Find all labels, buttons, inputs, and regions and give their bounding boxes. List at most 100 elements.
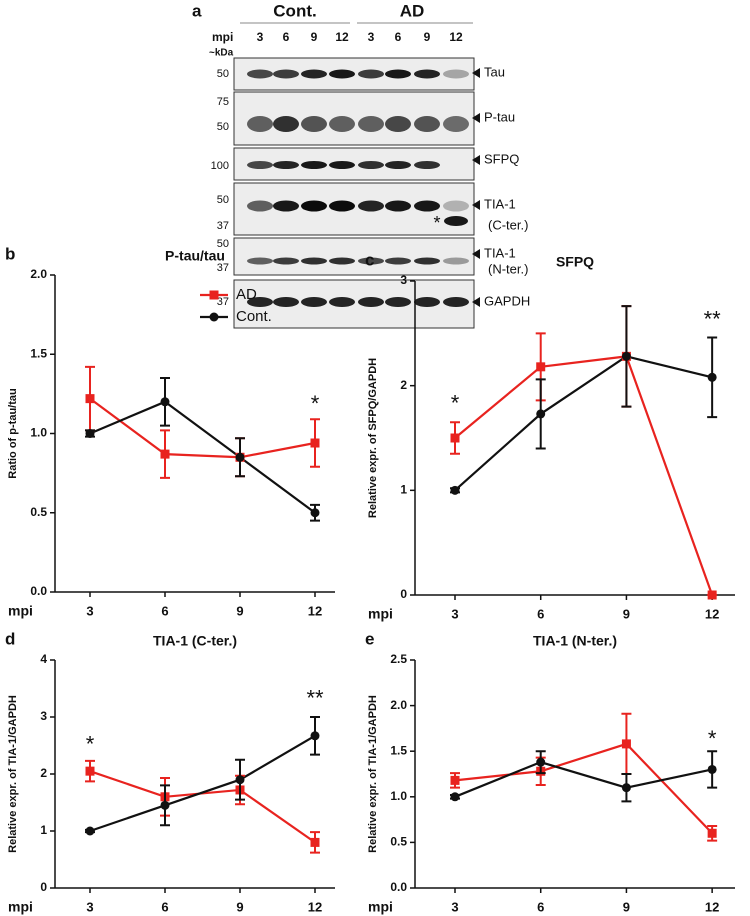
legend-label: Cont. bbox=[236, 308, 272, 325]
kda-marker: 37 bbox=[217, 262, 229, 274]
mpi-label: mpi bbox=[212, 30, 233, 44]
chart-title: P-tau/tau bbox=[165, 248, 225, 264]
significance-mark: * bbox=[311, 391, 320, 416]
group-label: Cont. bbox=[273, 1, 316, 20]
blot-band bbox=[273, 200, 299, 212]
blot-band bbox=[444, 216, 468, 226]
blot-band bbox=[385, 161, 411, 169]
blot-band bbox=[443, 200, 469, 212]
y-tick-label: 0 bbox=[40, 880, 47, 894]
lane-label: 6 bbox=[395, 30, 402, 44]
x-tick-label: 9 bbox=[236, 603, 243, 618]
data-point bbox=[160, 800, 170, 810]
blot-band bbox=[385, 200, 411, 212]
blot-band bbox=[358, 69, 384, 79]
blot-band bbox=[358, 200, 384, 212]
data-point bbox=[160, 397, 170, 407]
blot-band bbox=[273, 297, 299, 307]
data-point bbox=[85, 429, 95, 438]
x-axis-label: mpi bbox=[8, 603, 33, 619]
x-tick-label: 6 bbox=[537, 899, 544, 914]
y-tick-label: 4 bbox=[40, 652, 47, 666]
blot-band bbox=[273, 257, 299, 265]
data-point bbox=[450, 485, 460, 495]
y-tick-label: 0.0 bbox=[30, 584, 47, 598]
y-tick-label: 0.5 bbox=[30, 505, 47, 519]
data-point bbox=[450, 433, 460, 443]
protein-label: (N-ter.) bbox=[488, 261, 528, 276]
blot-band bbox=[385, 69, 411, 79]
x-tick-label: 3 bbox=[451, 899, 458, 914]
kda-label: ~kDa bbox=[209, 48, 234, 59]
blot-band bbox=[358, 257, 384, 265]
y-axis-label: Ratio of p-tau/tau bbox=[7, 388, 19, 478]
blot-strip bbox=[233, 91, 475, 146]
protein-label: SFPQ bbox=[484, 151, 519, 166]
lane-label: 12 bbox=[449, 30, 463, 44]
group-label: AD bbox=[400, 1, 425, 20]
chart-title: TIA-1 (N-ter.) bbox=[533, 633, 617, 649]
y-tick-label: 0.0 bbox=[390, 880, 407, 894]
protein-label: GAPDH bbox=[484, 293, 530, 308]
blot-band bbox=[414, 161, 440, 169]
blot-band bbox=[329, 116, 355, 132]
series-line bbox=[454, 355, 713, 492]
data-point bbox=[310, 508, 320, 518]
arrowhead bbox=[472, 113, 480, 123]
data-point bbox=[160, 449, 170, 459]
data-point bbox=[85, 826, 95, 836]
y-tick-label: 1.0 bbox=[390, 789, 407, 803]
x-tick-label: 12 bbox=[705, 899, 719, 914]
legend-marker bbox=[209, 290, 219, 300]
blot-band bbox=[385, 297, 411, 307]
protein-label: P-tau bbox=[484, 109, 515, 124]
significance-mark: * bbox=[451, 390, 460, 415]
chart-title: SFPQ bbox=[556, 254, 594, 270]
x-tick-label: 3 bbox=[451, 606, 458, 621]
x-tick-label: 6 bbox=[537, 606, 544, 621]
data-point bbox=[707, 764, 717, 774]
arrowhead bbox=[472, 249, 480, 259]
y-tick-label: 2 bbox=[400, 378, 407, 392]
protein-label: TIA-1 bbox=[484, 196, 516, 211]
series-line bbox=[89, 400, 316, 514]
series-line bbox=[454, 742, 713, 835]
y-axis-label: Relative expr. of TIA-1/GAPDH bbox=[7, 695, 19, 853]
y-tick-label: 1.0 bbox=[30, 426, 47, 440]
significance-mark: * bbox=[708, 726, 717, 751]
lane-label: 6 bbox=[283, 30, 290, 44]
data-point bbox=[235, 775, 245, 785]
kda-marker: 50 bbox=[217, 121, 229, 133]
y-tick-label: 0.5 bbox=[390, 835, 407, 849]
y-tick-label: 3 bbox=[40, 709, 47, 723]
panel-label: b bbox=[5, 244, 15, 263]
x-tick-label: 12 bbox=[705, 606, 719, 621]
x-tick-label: 12 bbox=[308, 899, 322, 914]
blot-band bbox=[329, 297, 355, 307]
panel-label: a bbox=[192, 1, 202, 20]
blot-strip bbox=[233, 237, 475, 276]
lane-label: 3 bbox=[257, 30, 264, 44]
y-tick-label: 1.5 bbox=[390, 743, 407, 757]
blot-band bbox=[358, 116, 384, 132]
blot-band bbox=[385, 116, 411, 132]
y-tick-label: 1.5 bbox=[30, 346, 47, 360]
panel-label: d bbox=[5, 629, 15, 648]
blot-band bbox=[301, 69, 327, 79]
legend-label: AD bbox=[236, 286, 257, 303]
data-point bbox=[536, 757, 546, 767]
blot-band bbox=[414, 69, 440, 79]
protein-label: (C-ter.) bbox=[488, 217, 528, 232]
blot-band bbox=[301, 161, 327, 169]
y-tick-label: 3 bbox=[400, 273, 407, 287]
data-point bbox=[310, 438, 320, 448]
data-point bbox=[536, 362, 546, 372]
y-axis-label: Relative expr. of TIA-1/GAPDH bbox=[367, 695, 379, 853]
x-tick-label: 9 bbox=[623, 606, 630, 621]
kda-marker: 37 bbox=[217, 296, 229, 308]
panel-label: e bbox=[365, 629, 374, 648]
significance-mark: * bbox=[86, 731, 95, 756]
blot-band bbox=[247, 257, 273, 265]
blot-band bbox=[414, 200, 440, 212]
arrowhead bbox=[472, 200, 480, 210]
